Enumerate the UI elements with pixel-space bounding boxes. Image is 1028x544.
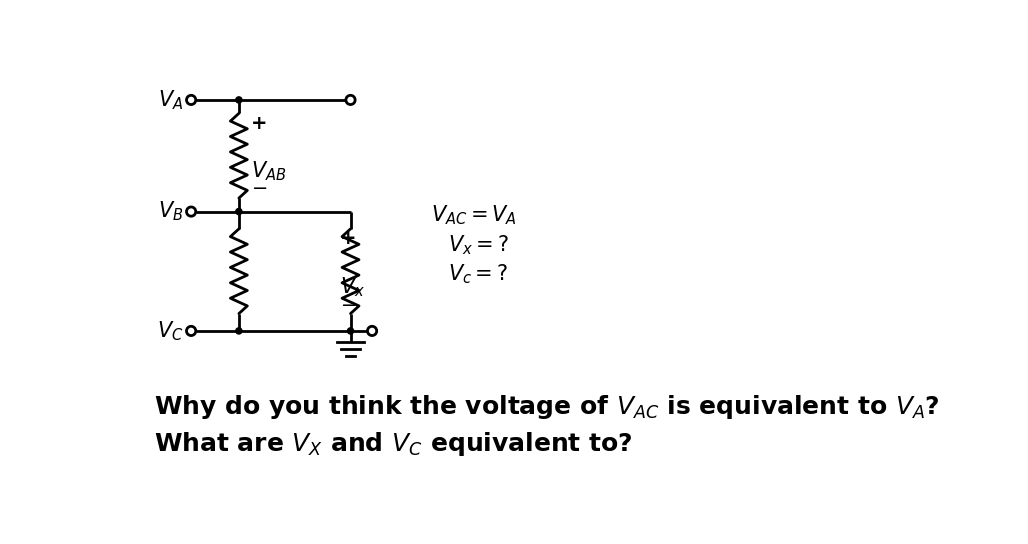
- Circle shape: [235, 208, 242, 215]
- Text: $-$: $-$: [251, 177, 267, 196]
- Text: +: +: [339, 230, 357, 249]
- Circle shape: [186, 207, 195, 216]
- Circle shape: [345, 95, 355, 104]
- Circle shape: [347, 328, 354, 334]
- Circle shape: [186, 95, 195, 104]
- Text: $V_x$: $V_x$: [339, 275, 365, 299]
- Circle shape: [186, 326, 195, 336]
- Text: $V_A$: $V_A$: [158, 88, 183, 112]
- Text: $V_x = ?$: $V_x = ?$: [448, 233, 509, 257]
- Text: $V_C$: $V_C$: [157, 319, 183, 343]
- Text: $V_c = ?$: $V_c = ?$: [448, 262, 509, 286]
- Circle shape: [235, 97, 242, 103]
- Text: $V_{AC} = V_A$: $V_{AC} = V_A$: [432, 204, 517, 227]
- Text: Why do you think the voltage of $V_{AC}$ is equivalent to $V_A$?: Why do you think the voltage of $V_{AC}$…: [154, 393, 940, 421]
- Text: $V_{AB}$: $V_{AB}$: [251, 159, 287, 183]
- Circle shape: [235, 328, 242, 334]
- Text: $-$: $-$: [339, 294, 356, 313]
- Circle shape: [367, 326, 376, 336]
- Text: +: +: [251, 114, 267, 133]
- Text: What are $V_X$ and $V_C$ equivalent to?: What are $V_X$ and $V_C$ equivalent to?: [154, 430, 633, 458]
- Text: $V_B$: $V_B$: [158, 200, 183, 224]
